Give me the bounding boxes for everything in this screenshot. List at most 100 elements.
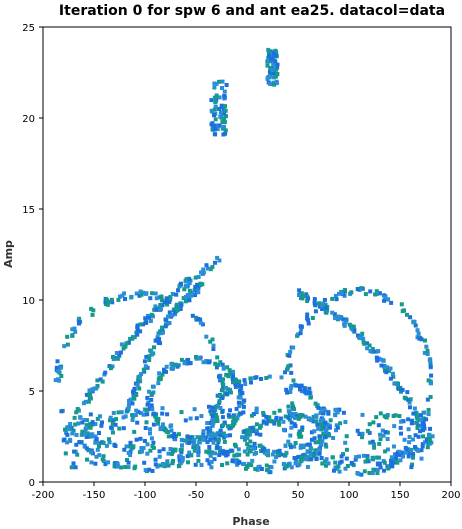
data-point <box>144 320 148 325</box>
data-point <box>266 468 270 473</box>
data-point <box>322 408 327 413</box>
data-point <box>194 355 198 359</box>
data-point <box>343 317 348 322</box>
data-point <box>173 362 178 367</box>
data-point <box>224 433 229 438</box>
data-point <box>182 287 187 292</box>
data-point <box>272 459 277 464</box>
data-point <box>385 430 390 435</box>
data-point <box>312 297 317 302</box>
data-point <box>420 444 425 449</box>
data-point <box>213 117 218 122</box>
data-point <box>185 361 190 366</box>
data-point <box>140 449 144 454</box>
data-point <box>138 329 143 334</box>
data-point <box>267 415 272 420</box>
data-point <box>306 455 311 459</box>
data-point <box>368 289 373 294</box>
data-point <box>264 414 269 419</box>
data-point <box>162 426 166 431</box>
axis-ticks: -200 -150 -100 -50 0 50 100 150 200 0 5 10 15 20 25 <box>22 23 460 501</box>
data-point <box>385 437 390 441</box>
data-point <box>406 397 411 402</box>
data-point <box>421 428 425 433</box>
data-point <box>339 454 344 459</box>
data-point <box>110 300 115 305</box>
data-point <box>214 93 219 98</box>
data-point <box>217 399 222 404</box>
data-point <box>418 429 422 434</box>
data-point <box>308 457 313 462</box>
data-point <box>89 450 94 455</box>
data-point <box>321 301 326 306</box>
data-point <box>223 104 227 109</box>
data-point <box>156 331 161 336</box>
data-point <box>223 131 228 136</box>
data-point <box>401 419 406 424</box>
data-point <box>252 451 257 456</box>
data-point <box>97 431 101 435</box>
data-point <box>213 436 218 441</box>
data-point <box>157 371 162 376</box>
data-point <box>162 369 167 374</box>
data-point <box>425 348 430 353</box>
data-point <box>316 447 321 452</box>
data-point <box>170 461 175 466</box>
data-point <box>213 361 218 366</box>
data-point <box>272 62 277 67</box>
data-point <box>76 421 81 426</box>
data-point <box>272 82 277 87</box>
data-point <box>151 384 156 389</box>
data-point <box>317 301 321 306</box>
data-point <box>365 456 370 461</box>
data-point <box>160 325 165 330</box>
data-point <box>335 465 340 470</box>
data-point <box>217 258 222 263</box>
data-point <box>296 455 301 459</box>
data-point <box>216 362 221 367</box>
data-point <box>75 452 80 457</box>
data-point <box>400 309 405 314</box>
data-point <box>273 53 278 58</box>
data-point <box>231 419 236 424</box>
data-point <box>416 418 421 423</box>
data-point <box>311 419 316 424</box>
data-point <box>130 418 135 422</box>
data-point <box>284 387 289 392</box>
data-point <box>179 410 184 415</box>
data-point <box>305 299 310 303</box>
data-point <box>299 384 304 388</box>
data-point <box>341 410 346 415</box>
data-point <box>109 425 114 430</box>
data-point <box>267 49 272 54</box>
data-point <box>247 444 252 449</box>
data-point <box>210 450 215 455</box>
data-point <box>343 420 348 424</box>
data-point <box>187 450 192 455</box>
data-point <box>303 457 308 462</box>
data-point <box>171 434 176 439</box>
data-point <box>174 292 179 297</box>
data-point <box>388 458 393 463</box>
data-point <box>274 415 279 420</box>
data-point <box>131 444 136 449</box>
data-point <box>121 426 126 431</box>
data-point <box>207 461 212 466</box>
data-point <box>302 387 307 391</box>
data-point <box>211 440 216 445</box>
data-point <box>330 455 335 460</box>
data-point <box>170 459 175 463</box>
data-point <box>165 302 170 307</box>
data-point <box>63 427 67 432</box>
data-point <box>170 313 175 318</box>
data-point <box>59 374 64 378</box>
data-point <box>254 431 259 436</box>
data-point <box>314 457 319 461</box>
data-point <box>321 431 326 436</box>
data-point <box>413 433 418 438</box>
data-point <box>107 437 111 442</box>
data-point <box>377 441 382 446</box>
data-point <box>209 465 214 470</box>
data-point <box>177 464 182 469</box>
data-point <box>238 388 242 393</box>
